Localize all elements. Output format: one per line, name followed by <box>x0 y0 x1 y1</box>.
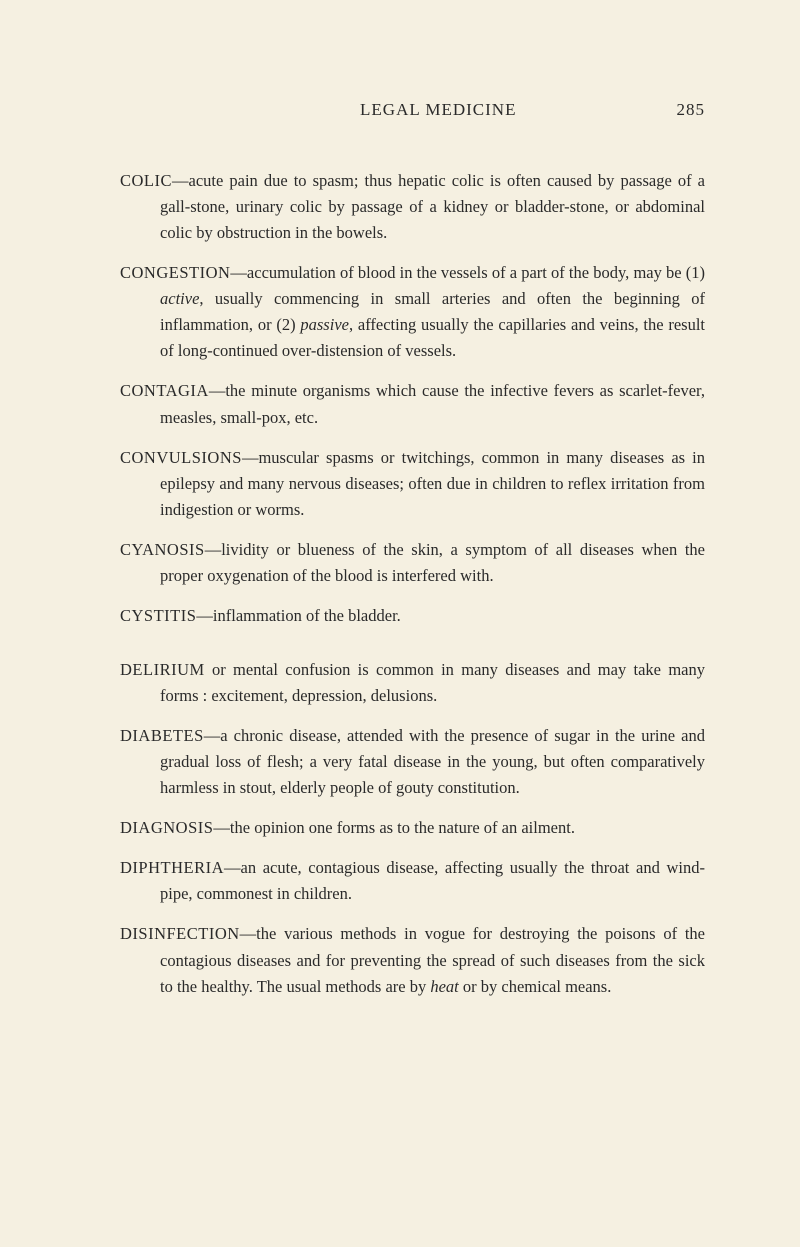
entry-diagnosis: DIAGNOSIS—the opinion one forms as to th… <box>120 815 705 841</box>
def-disinfection-2: or by chemical means. <box>459 977 612 996</box>
italic-heat: heat <box>430 977 458 996</box>
italic-active: active <box>160 289 199 308</box>
term-colic: COLIC <box>120 171 172 190</box>
entry-colic: COLIC—acute pain due to spasm; thus hepa… <box>120 168 705 246</box>
entry-contagia: CONTAGIA—the minute organisms which caus… <box>120 378 705 430</box>
entry-cyanosis: CYANOSIS—lividity or blueness of the ski… <box>120 537 705 589</box>
term-diabetes: DIABETES <box>120 726 204 745</box>
entry-diphtheria: DIPHTHERIA—an acute, contagious disease,… <box>120 855 705 907</box>
entry-convulsions: CONVULSIONS—muscular spasms or twitching… <box>120 445 705 523</box>
entry-delirium: DELIRIUM or mental confusion is common i… <box>120 657 705 709</box>
term-disinfection: DISINFECTION <box>120 924 240 943</box>
def-cyanosis: —lividity or blueness of the skin, a sym… <box>160 540 705 585</box>
def-diabetes: —a chronic disease, attended with the pr… <box>160 726 705 797</box>
term-diphtheria: DIPHTHERIA <box>120 858 224 877</box>
term-diagnosis: DIAGNOSIS <box>120 818 213 837</box>
def-congestion-1: —accumulation of blood in the vessels of… <box>230 263 705 282</box>
term-contagia: CONTAGIA <box>120 381 209 400</box>
def-delirium: or mental confusion is common in many di… <box>160 660 705 705</box>
def-convulsions: —muscular spasms or twitchings, common i… <box>160 448 705 519</box>
def-diagnosis: —the opinion one forms as to the nature … <box>213 818 575 837</box>
header-title: LEGAL MEDICINE <box>120 100 677 120</box>
def-diphtheria: —an acute, contagious disease, affecting… <box>160 858 705 903</box>
entry-diabetes: DIABETES—a chronic disease, attended wit… <box>120 723 705 801</box>
page-header: LEGAL MEDICINE 285 <box>120 100 705 120</box>
term-congestion: CONGESTION <box>120 263 230 282</box>
entry-disinfection: DISINFECTION—the various methods in vogu… <box>120 921 705 999</box>
entry-cystitis: CYSTITIS—inflammation of the bladder. <box>120 603 705 629</box>
term-delirium: DELIRIUM <box>120 660 205 679</box>
def-colic: —acute pain due to spasm; thus hepatic c… <box>160 171 705 242</box>
term-convulsions: CONVULSIONS <box>120 448 242 467</box>
entry-congestion: CONGESTION—accumulation of blood in the … <box>120 260 705 364</box>
def-contagia: —the minute organisms which cause the in… <box>160 381 705 426</box>
term-cyanosis: CYANOSIS <box>120 540 205 559</box>
term-cystitis: CYSTITIS <box>120 606 196 625</box>
page-number: 285 <box>677 100 706 120</box>
def-cystitis: —inflammation of the bladder. <box>196 606 400 625</box>
italic-passive: passive <box>300 315 349 334</box>
